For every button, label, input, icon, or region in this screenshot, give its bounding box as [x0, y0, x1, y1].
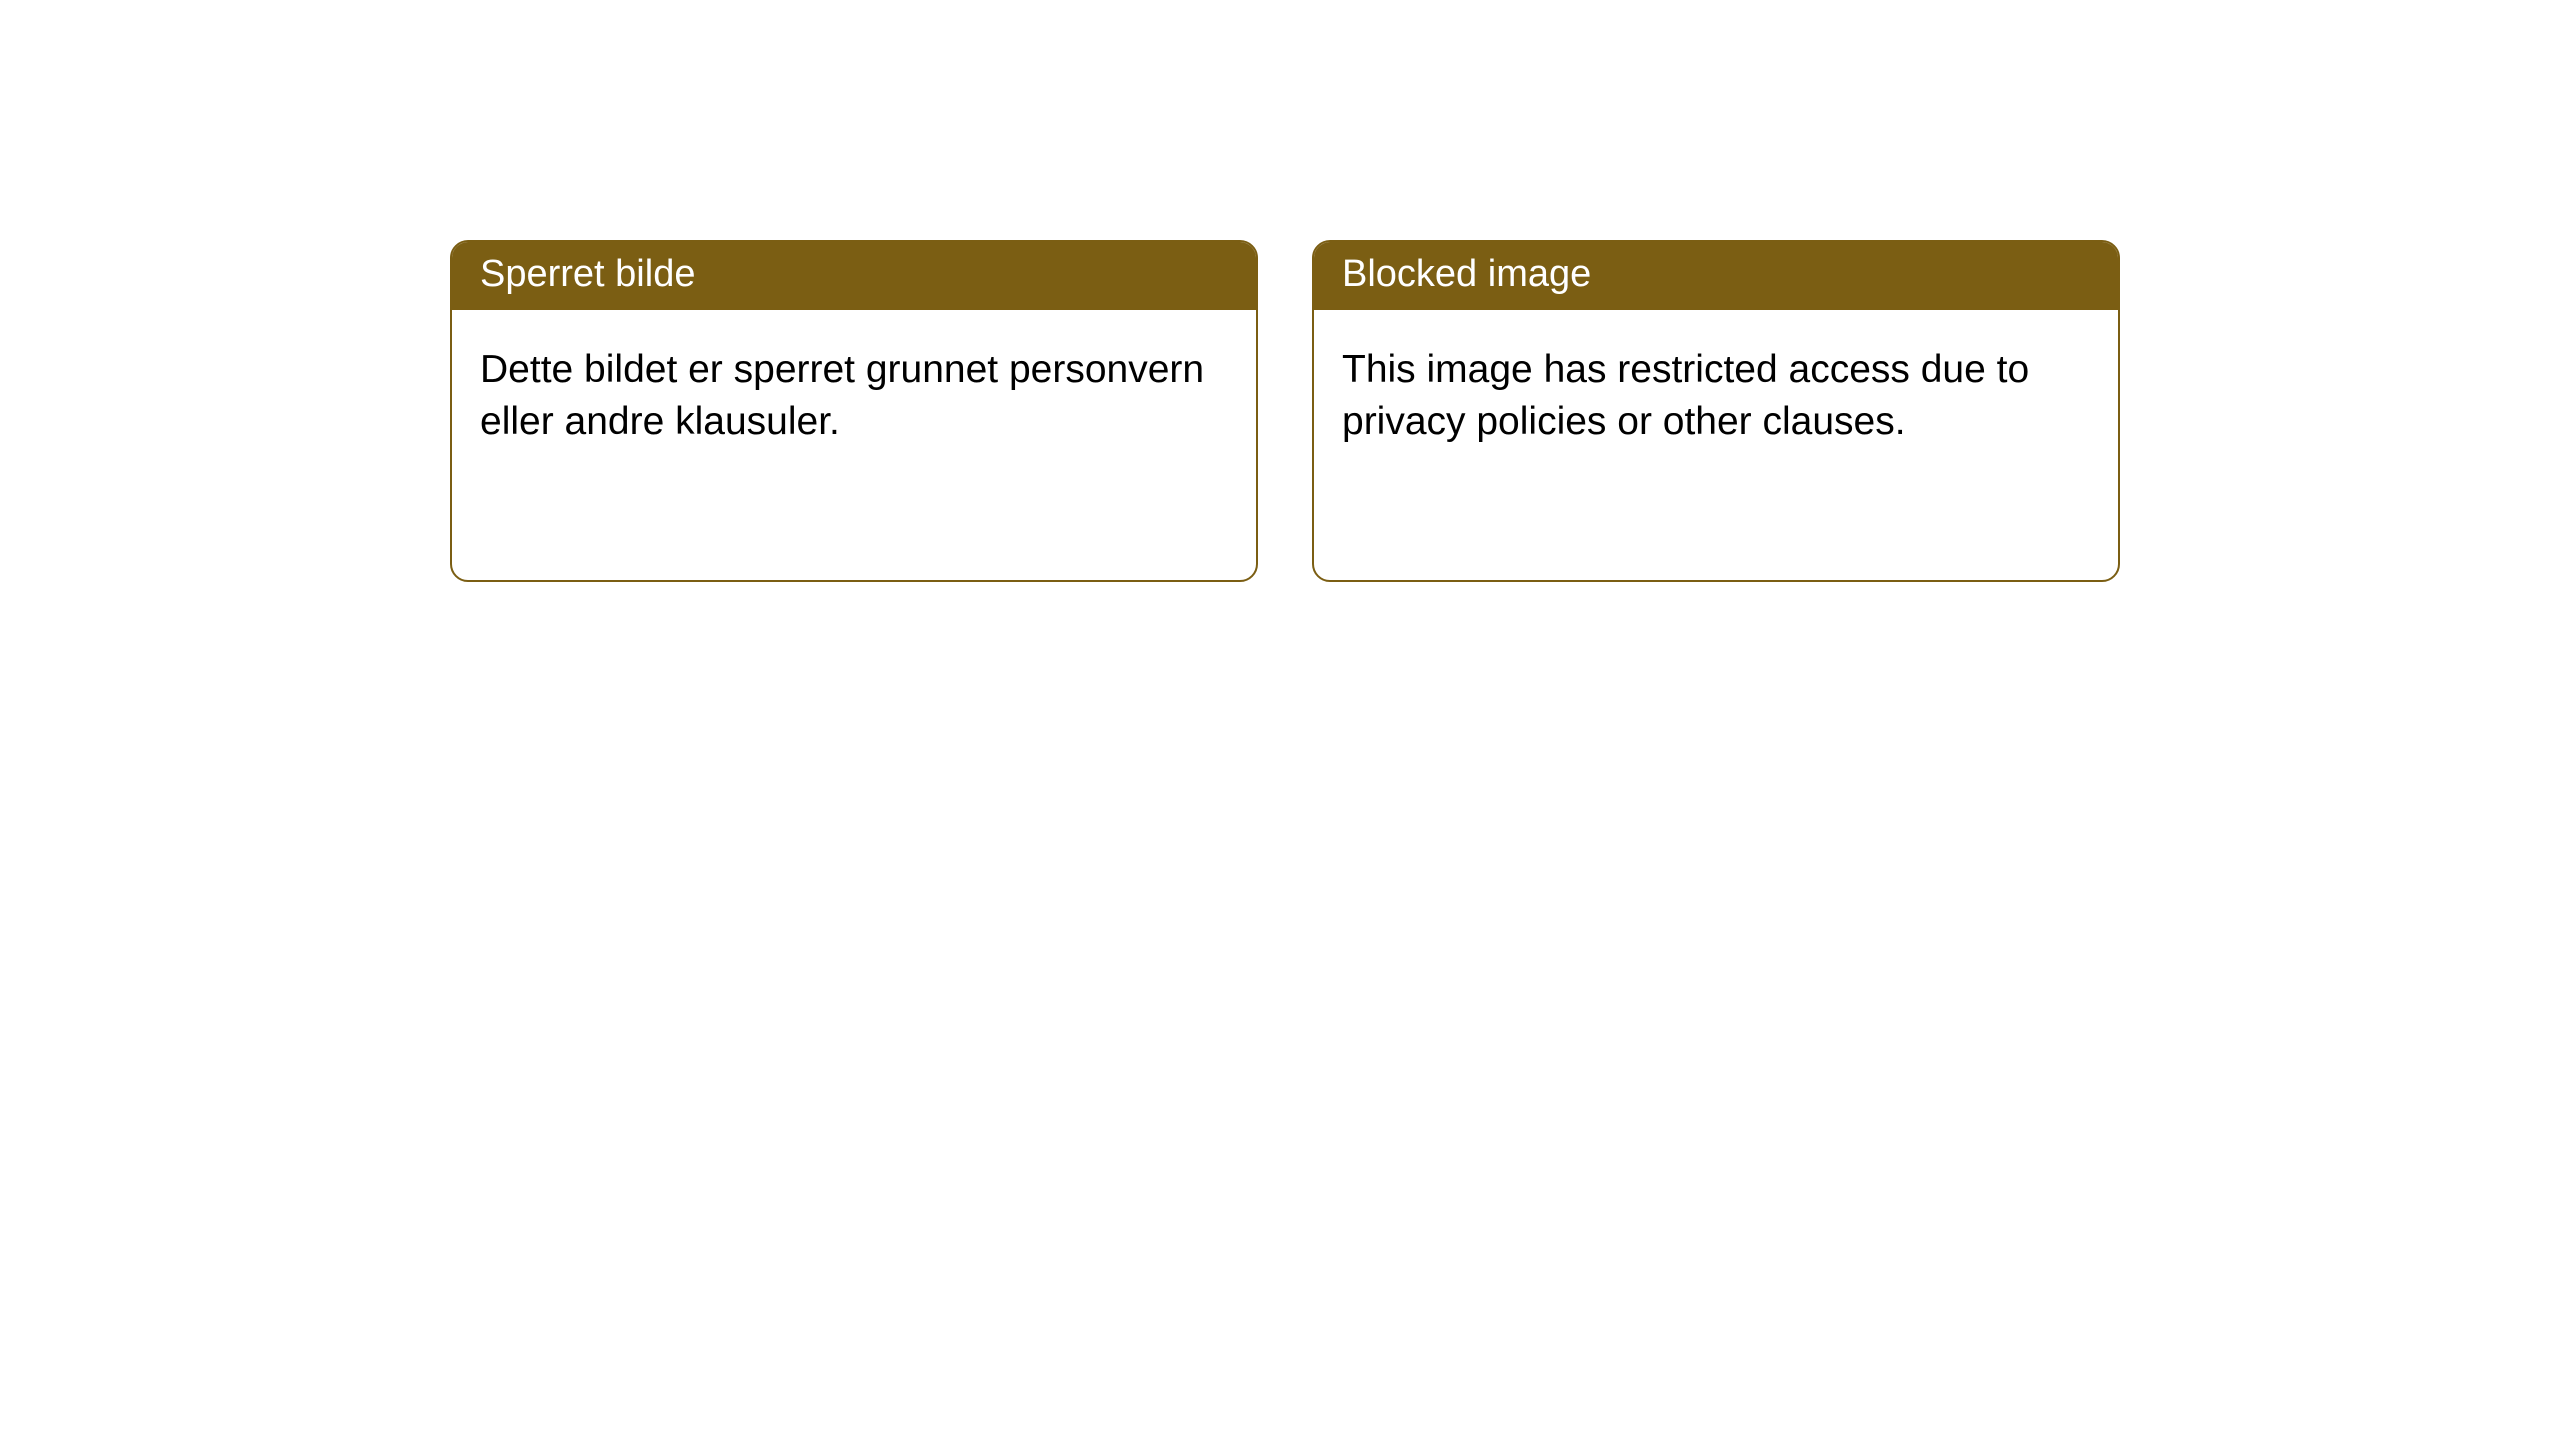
card-header: Blocked image — [1314, 242, 2118, 310]
card-body: This image has restricted access due to … — [1314, 310, 2118, 483]
notice-container: Sperret bilde Dette bildet er sperret gr… — [0, 0, 2560, 582]
card-header: Sperret bilde — [452, 242, 1256, 310]
notice-card-english: Blocked image This image has restricted … — [1312, 240, 2120, 582]
card-body: Dette bildet er sperret grunnet personve… — [452, 310, 1256, 483]
card-title: Blocked image — [1342, 253, 1591, 295]
card-title: Sperret bilde — [480, 253, 695, 295]
notice-card-norwegian: Sperret bilde Dette bildet er sperret gr… — [450, 240, 1258, 582]
card-body-text: Dette bildet er sperret grunnet personve… — [480, 348, 1204, 443]
card-body-text: This image has restricted access due to … — [1342, 348, 2029, 443]
